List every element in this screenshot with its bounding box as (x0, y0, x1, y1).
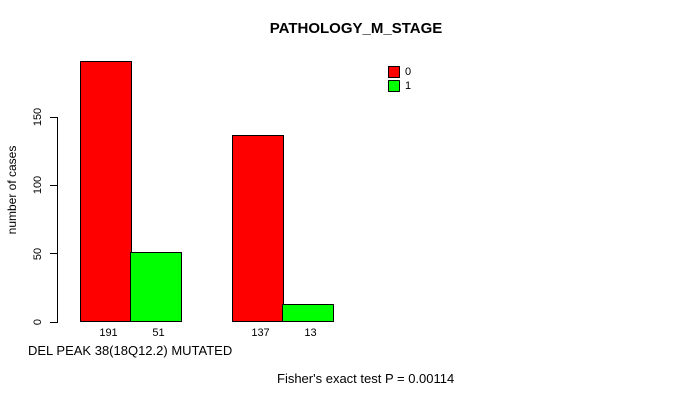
x-axis-title: DEL PEAK 38(18Q12.2) MUTATED (28, 343, 233, 358)
bar-0-group2 (232, 135, 284, 322)
y-axis-tick (50, 321, 57, 323)
legend-swatch-red-icon (388, 66, 400, 78)
legend-entry-1: 1 (388, 80, 411, 92)
bar-value-label: 137 (251, 327, 270, 339)
y-axis-title: number of cases (5, 145, 19, 235)
y-axis-tick-label: 100 (32, 176, 44, 195)
bar-value-label: 51 (152, 327, 165, 339)
y-axis-tick (50, 253, 57, 255)
chart-title: PATHOLOGY_M_STAGE (269, 20, 443, 37)
legend-entry-0: 0 (388, 66, 411, 78)
bar-value-label: 191 (99, 327, 118, 339)
bar-1-group2 (282, 304, 334, 322)
legend-label-0: 0 (405, 66, 412, 78)
bar-value-label: 13 (304, 327, 317, 339)
stat-test-annotation: Fisher's exact test P = 0.00114 (277, 371, 455, 386)
legend-swatch-green-icon (388, 80, 400, 92)
y-axis-tick-label: 50 (32, 247, 44, 260)
y-axis-tick (50, 184, 57, 186)
bar-1-group1 (130, 252, 182, 322)
y-axis-tick-label: 150 (32, 107, 44, 127)
legend-label-1: 1 (405, 80, 412, 92)
y-axis-tick-label: 0 (32, 318, 44, 326)
y-axis-line (57, 117, 58, 323)
legend: 0 1 (388, 66, 411, 92)
y-axis-tick (50, 116, 57, 118)
bar-0-group1 (80, 61, 132, 322)
